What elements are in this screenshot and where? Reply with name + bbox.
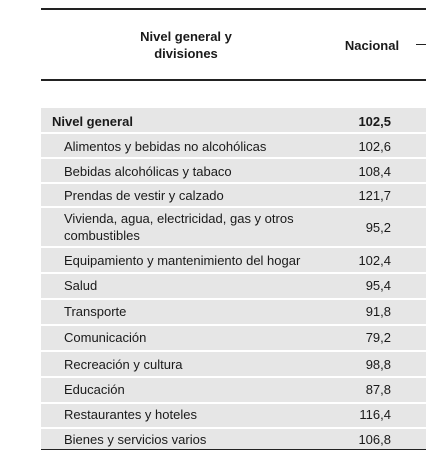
table-row: Bienes y servicios varios 106,8 [41, 429, 426, 452]
row-label: Restaurantes y hoteles [64, 407, 197, 422]
row-label: Comunicación [64, 330, 147, 345]
row-value: 91,8 [365, 304, 391, 319]
header-nacional: Nacional [344, 38, 400, 53]
row-label: Transporte [64, 304, 127, 319]
row-value: 98,8 [365, 357, 391, 372]
header-divisions: Nivel general y divisiones [140, 29, 232, 61]
row-value: 102,5 [358, 114, 391, 129]
row-label: Equipamiento y mantenimiento del hogar [64, 253, 301, 268]
row-value: 108,4 [358, 164, 391, 179]
table-row: Alimentos y bebidas no alcohólicas 102,6 [41, 134, 426, 159]
row-label: Prendas de vestir y calzado [64, 188, 224, 203]
table-bottom-rule [41, 449, 426, 450]
row-value: 102,4 [358, 253, 391, 268]
header-truncated-dash [416, 44, 426, 45]
row-value: 116,4 [359, 407, 391, 422]
row-label: Recreación y cultura [64, 357, 183, 372]
row-label: Nivel general [52, 114, 133, 129]
row-value: 121,7 [358, 188, 391, 203]
table-row: Prendas de vestir y calzado 121,7 [41, 184, 426, 208]
table-row: Recreación y cultura 98,8 [41, 352, 426, 378]
table-row: Educación 87,8 [41, 378, 426, 404]
table-header-rule [41, 79, 426, 81]
row-label: Vivienda, agua, electricidad, gas y otro… [64, 211, 294, 243]
row-value: 79,2 [365, 330, 391, 345]
table-row: Transporte 91,8 [41, 300, 426, 326]
row-value: 95,4 [365, 278, 391, 293]
row-value: 102,6 [358, 139, 391, 154]
row-label: Bienes y servicios varios [64, 432, 207, 447]
table-row: Restaurantes y hoteles 116,4 [41, 404, 426, 429]
row-value: 95,2 [365, 220, 391, 235]
table-row: Comunicación 79,2 [41, 326, 426, 352]
row-label: Educación [64, 382, 125, 397]
table-row: Salud 95,4 [41, 274, 426, 300]
row-value: 87,8 [365, 382, 391, 397]
table-row: Equipamiento y mantenimiento del hogar 1… [41, 248, 426, 274]
table-row-nivel-general: Nivel general 102,5 [41, 108, 426, 134]
row-value: 106,8 [358, 432, 391, 447]
table-row: Vivienda, agua, electricidad, gas y otro… [41, 208, 426, 248]
table-row: Bebidas alcohólicas y tabaco 108,4 [41, 159, 426, 184]
row-label: Bebidas alcohólicas y tabaco [64, 164, 232, 179]
table-top-rule [41, 8, 426, 10]
row-label: Alimentos y bebidas no alcohólicas [64, 139, 267, 154]
row-label: Salud [64, 278, 98, 293]
